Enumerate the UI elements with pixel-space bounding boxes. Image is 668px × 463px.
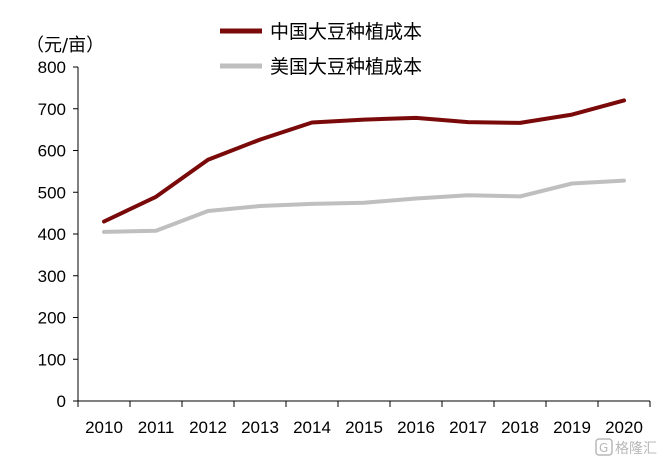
y-tick-label: 100 [38,350,66,369]
y-tick-label: 400 [38,225,66,244]
x-tick-label: 2019 [553,418,591,437]
y-axis-unit-label: （元/亩） [26,35,104,56]
y-tick-label: 600 [38,142,66,161]
x-axis-ticks: 2010 2011 2012 2013 2014 2015 2016 2017 2018 2019… [77,401,651,437]
y-tick-label: 0 [57,392,66,411]
series-line-usa [102,178,626,234]
x-tick-label: 2016 [397,418,435,437]
x-tick-label: 2015 [345,418,383,437]
x-tick-label: 2011 [138,418,175,437]
x-tick-label: 2013 [241,418,279,437]
y-tick-label: 700 [38,100,66,119]
watermark: G 格隆汇 [595,438,657,457]
legend: 中国大豆种植成本 美国大豆种植成本 [220,21,422,78]
logo-g-icon-glyph: G [599,441,608,455]
x-tick-label: 2010 [85,418,123,437]
series-layer [102,98,626,234]
y-tick-label: 200 [38,309,66,328]
watermark-text: 格隆汇 [615,441,657,457]
x-tick-label: 2018 [501,418,539,437]
logo-g-icon [595,438,613,456]
y-tick-label: 300 [38,267,66,286]
legend-label-usa: 美国大豆种植成本 [270,56,422,78]
x-tick-label: 2014 [293,418,331,437]
x-tick-label: 2017 [449,418,487,437]
y-axis-ticks: 0 100 200 300 400 500 600 700 800 [38,58,78,411]
x-tick-label: 2020 [605,418,643,437]
y-tick-label: 500 [38,183,66,202]
legend-label-china: 中国大豆种植成本 [270,21,422,43]
y-tick-label: 800 [38,58,66,77]
x-tick-label: 2012 [189,418,227,437]
